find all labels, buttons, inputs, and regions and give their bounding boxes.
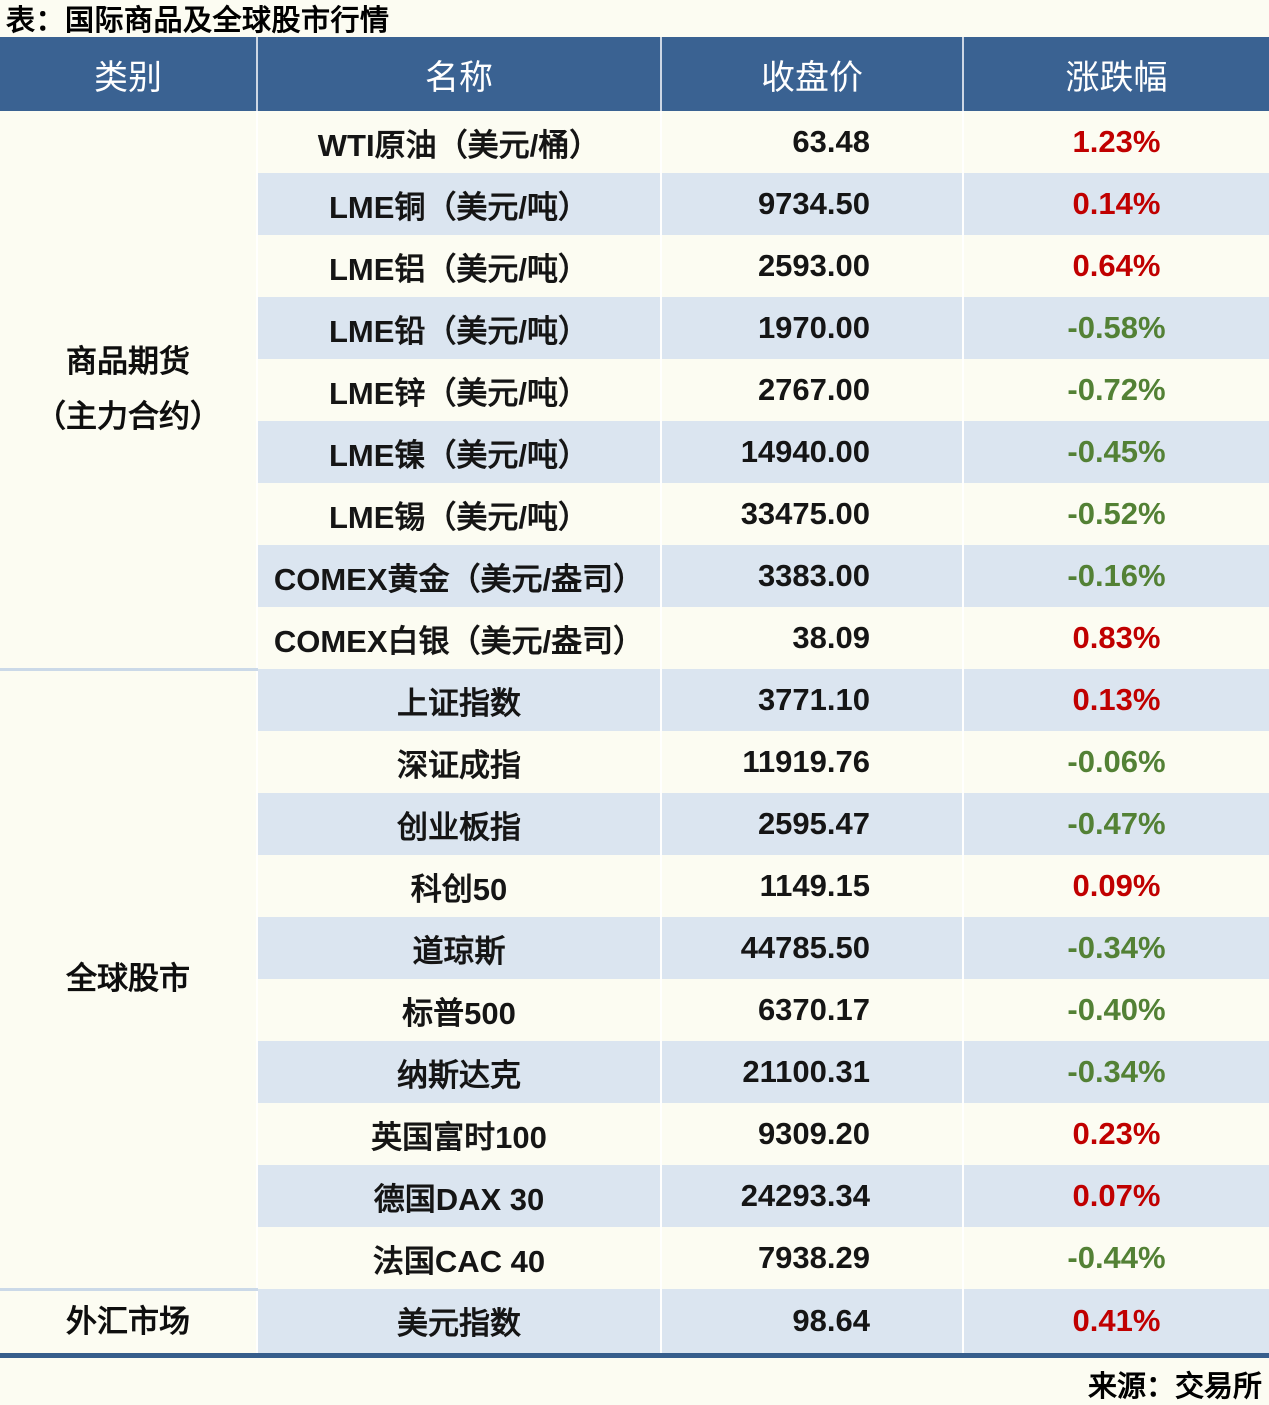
name-cell: 创业板指 xyxy=(256,793,661,855)
header-name: 名称 xyxy=(256,37,661,111)
name-cell: LME锌（美元/吨） xyxy=(256,359,661,421)
header-change: 涨跌幅 xyxy=(962,37,1269,111)
name-cell: COMEX黄金（美元/盎司） xyxy=(256,545,661,607)
table-row: COMEX黄金（美元/盎司） 3383.00 -0.16% xyxy=(0,545,1269,607)
close-cell: 11919.76 xyxy=(660,731,963,793)
change-cell: -0.52% xyxy=(962,483,1269,545)
name-cell: 科创50 xyxy=(256,855,661,917)
close-cell: 2767.00 xyxy=(660,359,963,421)
name-cell: COMEX白银（美元/盎司） xyxy=(256,607,661,669)
table-row: 全球股市 上证指数 3771.10 0.13% xyxy=(0,667,1269,1289)
change-cell: 0.83% xyxy=(962,607,1269,669)
change-cell: 0.09% xyxy=(962,855,1269,917)
table-row: 外汇市场 美元指数 98.64 0.41% xyxy=(0,1287,1269,1355)
close-cell: 44785.50 xyxy=(660,917,963,979)
close-cell: 2595.47 xyxy=(660,793,963,855)
table-row: 商品期货 （主力合约） WTI原油（美元/桶） 63.48 1.23% xyxy=(0,111,1269,434)
header-close: 收盘价 xyxy=(660,37,963,111)
name-cell: LME铅（美元/吨） xyxy=(256,297,661,359)
change-cell: -0.34% xyxy=(962,1041,1269,1103)
change-cell: 0.13% xyxy=(962,669,1269,731)
table-row: 科创50 1149.15 0.09% xyxy=(0,855,1269,917)
close-cell: 21100.31 xyxy=(660,1041,963,1103)
table-row: COMEX白银（美元/盎司） 38.09 0.83% xyxy=(0,607,1269,669)
change-cell: -0.45% xyxy=(962,421,1269,483)
name-cell: 深证成指 xyxy=(256,731,661,793)
change-cell: -0.34% xyxy=(962,917,1269,979)
close-cell: 3771.10 xyxy=(660,669,963,731)
name-cell: 道琼斯 xyxy=(256,917,661,979)
close-cell: 9734.50 xyxy=(660,173,963,235)
change-cell: 0.41% xyxy=(962,1289,1269,1355)
category-cell-forex: 外汇市场 xyxy=(0,1287,257,1355)
change-cell: 0.23% xyxy=(962,1103,1269,1165)
table-row: 创业板指 2595.47 -0.47% xyxy=(0,793,1269,855)
table-row: LME铅（美元/吨） 1970.00 -0.58% xyxy=(0,297,1269,359)
close-cell: 3383.00 xyxy=(660,545,963,607)
change-cell: -0.06% xyxy=(962,731,1269,793)
change-cell: 0.64% xyxy=(962,235,1269,297)
name-cell: LME锡（美元/吨） xyxy=(256,483,661,545)
name-cell: LME铜（美元/吨） xyxy=(256,173,661,235)
table-row: 标普500 6370.17 -0.40% xyxy=(0,979,1269,1041)
header-category: 类别 xyxy=(0,37,257,111)
close-cell: 7938.29 xyxy=(660,1227,963,1289)
change-cell: -0.72% xyxy=(962,359,1269,421)
table-row: 法国CAC 40 7938.29 -0.44% xyxy=(0,1227,1269,1289)
page-title: 表：国际商品及全球股市行情 xyxy=(6,5,390,37)
close-cell: 9309.20 xyxy=(660,1103,963,1165)
table-row: 德国DAX 30 24293.34 0.07% xyxy=(0,1165,1269,1227)
change-cell: -0.47% xyxy=(962,793,1269,855)
name-cell: 德国DAX 30 xyxy=(256,1165,661,1227)
close-cell: 6370.17 xyxy=(660,979,963,1041)
close-cell: 2593.00 xyxy=(660,235,963,297)
name-cell: LME镍（美元/吨） xyxy=(256,421,661,483)
close-cell: 1970.00 xyxy=(660,297,963,359)
market-table: 类别 名称 收盘价 涨跌幅 商品期货 （主力合约） WTI原油（美元/桶） 63… xyxy=(0,37,1269,1358)
change-cell: 0.14% xyxy=(962,173,1269,235)
change-cell: -0.40% xyxy=(962,979,1269,1041)
source-caption: 来源：交易所 xyxy=(1087,1370,1262,1403)
table-row: LME锡（美元/吨） 33475.00 -0.52% xyxy=(0,483,1269,545)
change-cell: -0.58% xyxy=(962,297,1269,359)
table-row: LME铝（美元/吨） 2593.00 0.64% xyxy=(0,235,1269,297)
table-row: LME镍（美元/吨） 14940.00 -0.45% xyxy=(0,421,1269,483)
header-row: 类别 名称 收盘价 涨跌幅 xyxy=(0,37,1269,111)
table-row: LME铜（美元/吨） 9734.50 0.14% xyxy=(0,173,1269,235)
name-cell: 英国富时100 xyxy=(256,1103,661,1165)
category-cell-commodities: 商品期货 （主力合约） xyxy=(35,344,221,435)
close-cell: 14940.00 xyxy=(660,421,963,483)
table-row: 纳斯达克 21100.31 -0.34% xyxy=(0,1041,1269,1103)
name-cell: 法国CAC 40 xyxy=(256,1227,661,1289)
table-row: LME锌（美元/吨） 2767.00 -0.72% xyxy=(0,359,1269,421)
change-cell: 0.07% xyxy=(962,1165,1269,1227)
name-cell: 纳斯达克 xyxy=(256,1041,661,1103)
close-cell: 98.64 xyxy=(660,1289,963,1355)
close-cell: 63.48 xyxy=(660,111,963,173)
name-cell: 上证指数 xyxy=(256,669,661,731)
change-cell: -0.44% xyxy=(962,1227,1269,1289)
category-cell-global-stocks: 全球股市 xyxy=(0,667,257,1289)
change-cell: -0.16% xyxy=(962,545,1269,607)
name-cell: 美元指数 xyxy=(256,1289,661,1355)
close-cell: 33475.00 xyxy=(660,483,963,545)
table-row: 英国富时100 9309.20 0.23% xyxy=(0,1103,1269,1165)
table-row: 深证成指 11919.76 -0.06% xyxy=(0,731,1269,793)
name-cell: WTI原油（美元/桶） xyxy=(256,111,661,173)
close-cell: 1149.15 xyxy=(660,855,963,917)
name-cell: 标普500 xyxy=(256,979,661,1041)
change-cell: 1.23% xyxy=(962,111,1269,173)
close-cell: 38.09 xyxy=(660,607,963,669)
name-cell: LME铝（美元/吨） xyxy=(256,235,661,297)
close-cell: 24293.34 xyxy=(660,1165,963,1227)
table-row: 道琼斯 44785.50 -0.34% xyxy=(0,917,1269,979)
